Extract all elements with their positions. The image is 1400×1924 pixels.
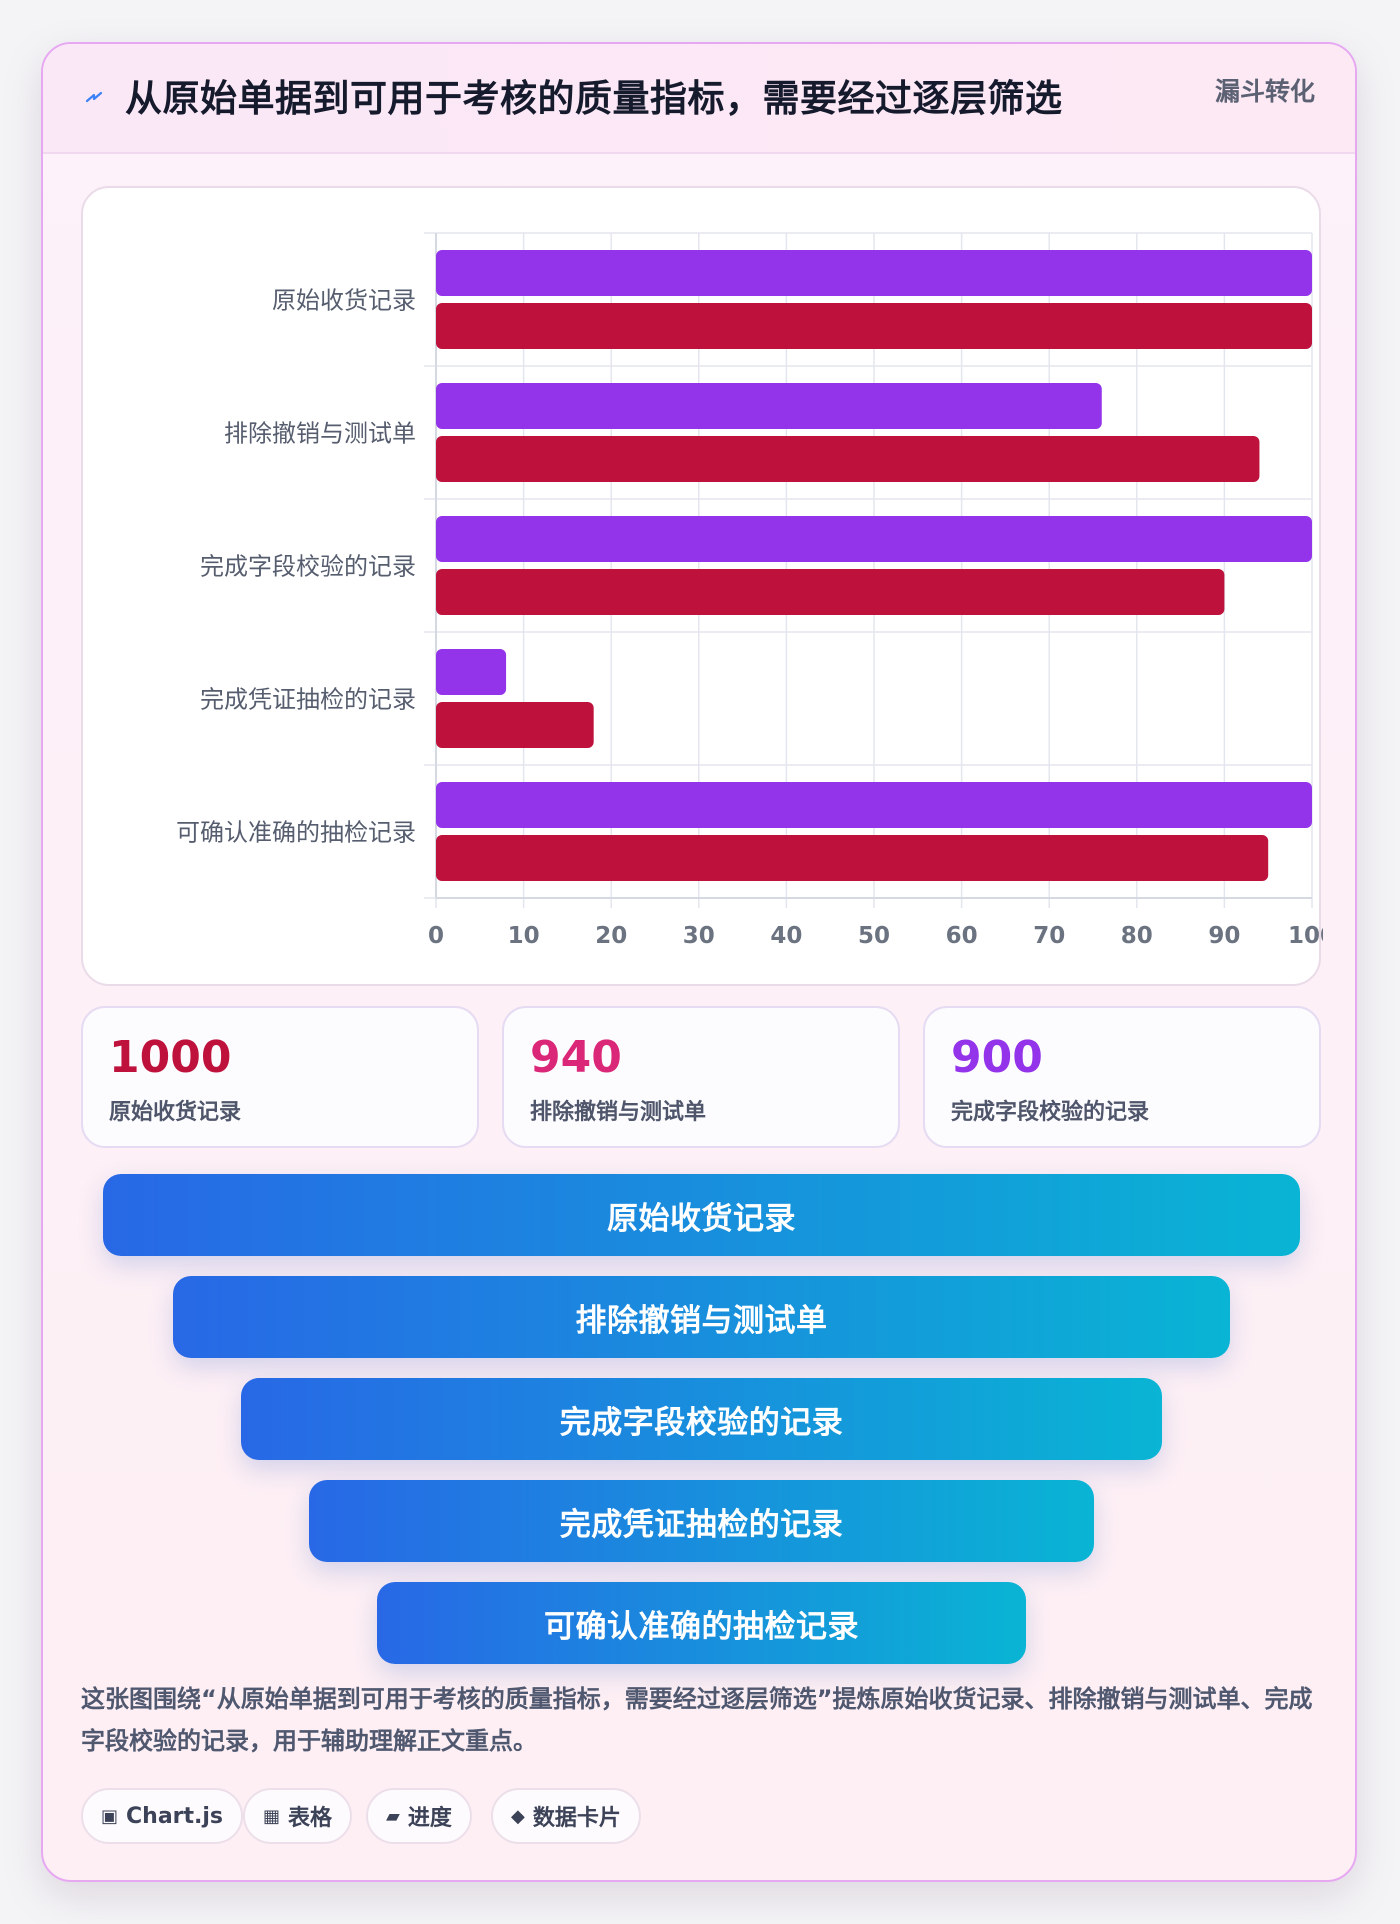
x-tick-label: 10 [508,923,540,949]
tag-label: 表格 [288,1806,333,1831]
stat-label: 原始收货记录 [109,1100,242,1125]
stat-value: 940 [530,1032,622,1083]
x-tick-label: 60 [946,923,978,949]
diamond-icon: ◆ [511,1805,525,1827]
card: 从原始单据到可用于考核的质量指标，需要经过逐层筛选 漏斗转化 0 10 20 30 40… [41,42,1357,1882]
bar-series-1 [436,516,1312,562]
x-tick-label: 40 [770,923,802,949]
tag-table[interactable]: ▦ 表格 [243,1788,353,1844]
progress-icon: ▰ [386,1805,400,1827]
lightning-icon [85,91,103,103]
page-title: 从原始单据到可用于考核的质量指标，需要经过逐层筛选 [125,77,1063,120]
funnel-stage: 完成字段校验的记录 [241,1378,1162,1460]
description: 这张图围绕“从原始单据到可用于考核的质量指标，需要经过逐层筛选”提炼原始收货记录… [81,1685,1313,1755]
tag-label: 进度 [407,1806,452,1831]
stat-card: 900 完成字段校验的记录 [923,1006,1321,1148]
header: 从原始单据到可用于考核的质量指标，需要经过逐层筛选 漏斗转化 [43,44,1355,154]
bar-chart: 0 10 20 30 40 50 60 70 80 90 100 原始收货记录排除撤销与测试单完成字段… [176,232,1323,949]
x-tick-label: 90 [1208,923,1240,949]
x-tick-label: 30 [683,923,715,949]
funnel-stage: 排除撤销与测试单 [173,1276,1230,1358]
tag-label: 数据卡片 [532,1806,621,1831]
stat-card: 940 排除撤销与测试单 [502,1006,900,1148]
x-tick-label: 70 [1033,923,1065,949]
stat-card: 1000 原始收货记录 [81,1006,479,1148]
bar-series-1 [436,250,1312,296]
x-tick-label: 100 [1288,923,1323,949]
table-icon: ▦ [263,1805,281,1827]
y-tick-label: 完成凭证抽检的记录 [200,686,416,714]
funnel-stage: 可确认准确的抽检记录 [377,1582,1026,1664]
bar-series-1 [436,782,1312,828]
y-tick-label: 可确认准确的抽检记录 [176,819,416,847]
header-tag: 漏斗转化 [1214,77,1315,106]
x-tick-label: 20 [595,923,627,949]
y-tick-label: 排除撤销与测试单 [224,420,416,448]
stat-label: 完成字段校验的记录 [951,1100,1150,1125]
bar-series-1 [436,383,1102,429]
stat-cards: 1000 原始收货记录 940 排除撤销与测试单 900 完成字段校验的记录 [81,1006,1321,1148]
bar-series-1 [436,649,507,695]
x-tick-label: 50 [858,923,890,949]
bar-series-2 [436,835,1269,881]
tag-chartjs[interactable]: ▣ Chart.js [81,1788,244,1844]
chart-icon: ▣ [101,1805,119,1827]
bar-series-2 [436,436,1260,482]
funnel-stage: 原始收货记录 [103,1174,1300,1256]
x-tick-label: 0 [428,923,444,949]
stat-label: 排除撤销与测试单 [530,1100,707,1125]
y-tick-label: 原始收货记录 [272,287,416,315]
chart-panel: 0 10 20 30 40 50 60 70 80 90 100 原始收货记录排除撤销与测试单完成字段… [81,186,1323,986]
tag-data-card[interactable]: ◆ 数据卡片 [491,1788,641,1844]
y-tick-label: 完成字段校验的记录 [200,553,416,581]
funnel-stage: 完成凭证抽检的记录 [309,1480,1094,1562]
tag-progress[interactable]: ▰ 进度 [366,1788,472,1844]
bar-series-2 [436,303,1312,349]
x-tick-label: 80 [1121,923,1153,949]
bar-series-2 [436,569,1225,615]
tag-label: Chart.js [126,1803,224,1829]
bar-series-2 [436,702,594,748]
stat-value: 1000 [109,1032,232,1083]
stat-value: 900 [951,1032,1043,1083]
